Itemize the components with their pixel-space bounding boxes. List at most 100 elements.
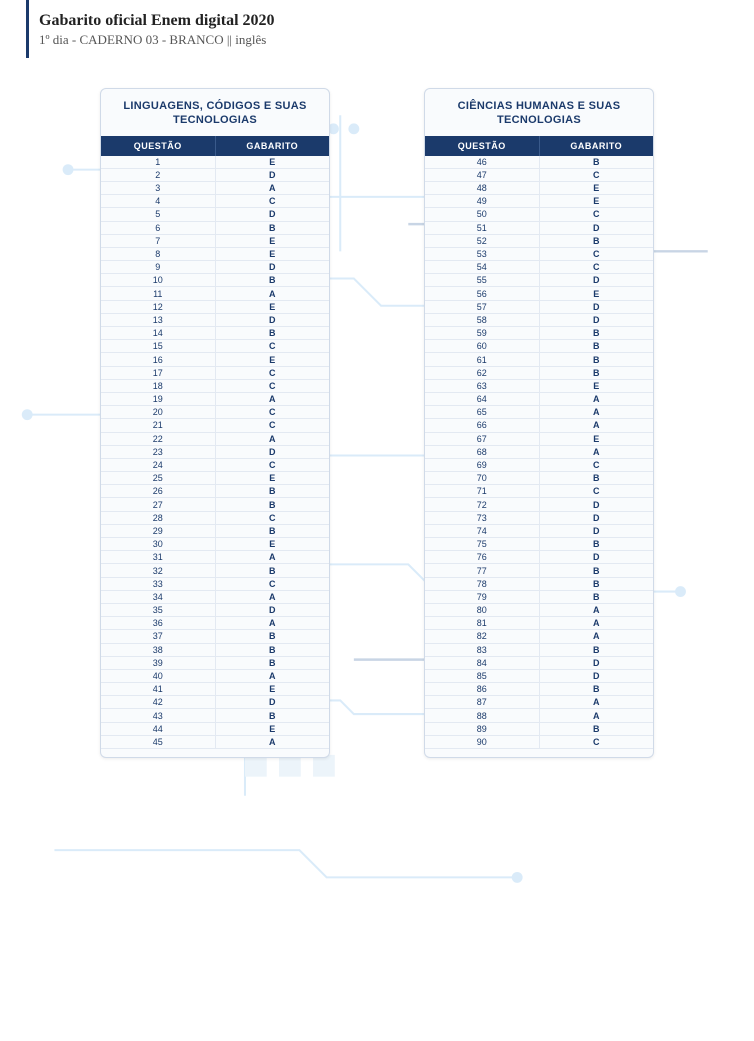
table-row: 84D — [425, 657, 653, 670]
question-cell: 59 — [425, 327, 540, 339]
answer-cell: C — [216, 340, 330, 352]
question-cell: 20 — [101, 406, 216, 418]
table-row: 5D — [101, 208, 329, 221]
answer-cell: C — [540, 248, 654, 260]
table-row: 35D — [101, 604, 329, 617]
question-cell: 28 — [101, 512, 216, 524]
table-row: 21C — [101, 419, 329, 432]
answer-cell: B — [540, 564, 654, 576]
answer-cell: A — [216, 551, 330, 563]
panel-ciencias-humanas: CIÊNCIAS HUMANAS E SUAS TECNOLOGIAS QUES… — [424, 88, 654, 758]
answer-cell: D — [216, 208, 330, 220]
table-row: 16E — [101, 353, 329, 366]
question-cell: 33 — [101, 578, 216, 590]
question-cell: 30 — [101, 538, 216, 550]
answer-cell: B — [216, 485, 330, 497]
table-row: 19A — [101, 393, 329, 406]
answer-cell: E — [540, 195, 654, 207]
question-cell: 1 — [101, 156, 216, 168]
question-cell: 60 — [425, 340, 540, 352]
table-row: 9D — [101, 261, 329, 274]
answer-cell: E — [216, 538, 330, 550]
answer-cell: B — [216, 498, 330, 510]
table-row: 41E — [101, 683, 329, 696]
table-row: 90C — [425, 736, 653, 749]
table-row: 18C — [101, 380, 329, 393]
question-cell: 79 — [425, 591, 540, 603]
answer-cell: C — [540, 736, 654, 748]
answer-cell: B — [540, 235, 654, 247]
answer-cell: A — [216, 670, 330, 682]
question-cell: 68 — [425, 446, 540, 458]
answer-cell: D — [216, 169, 330, 181]
table-row: 86B — [425, 683, 653, 696]
table-row: 13D — [101, 314, 329, 327]
question-cell: 87 — [425, 696, 540, 708]
question-cell: 49 — [425, 195, 540, 207]
table-row: 31A — [101, 551, 329, 564]
answer-cell: C — [540, 169, 654, 181]
table-row: 85D — [425, 670, 653, 683]
table-row: 10B — [101, 274, 329, 287]
question-cell: 7 — [101, 235, 216, 247]
question-cell: 61 — [425, 353, 540, 365]
answer-cell: D — [540, 670, 654, 682]
question-cell: 4 — [101, 195, 216, 207]
col-question: QUESTÃO — [101, 136, 216, 156]
answer-cell: E — [540, 182, 654, 194]
answer-cell: C — [216, 512, 330, 524]
question-cell: 32 — [101, 564, 216, 576]
answer-cell: B — [540, 340, 654, 352]
table-row: 51D — [425, 222, 653, 235]
table-row: 47C — [425, 169, 653, 182]
answer-cell: B — [216, 644, 330, 656]
answer-cell: C — [216, 406, 330, 418]
answer-cell: C — [540, 208, 654, 220]
table-row: 80A — [425, 604, 653, 617]
answer-cell: D — [216, 604, 330, 616]
question-cell: 52 — [425, 235, 540, 247]
question-cell: 85 — [425, 670, 540, 682]
table-row: 25E — [101, 472, 329, 485]
table-row: 55D — [425, 274, 653, 287]
answer-cell: B — [540, 327, 654, 339]
question-cell: 78 — [425, 578, 540, 590]
question-cell: 25 — [101, 472, 216, 484]
question-cell: 67 — [425, 433, 540, 445]
table-row: 49E — [425, 195, 653, 208]
table-row: 77B — [425, 564, 653, 577]
question-cell: 17 — [101, 367, 216, 379]
answer-cell: A — [216, 617, 330, 629]
answer-cell: C — [540, 459, 654, 471]
table-row: 63E — [425, 380, 653, 393]
table-row: 32B — [101, 564, 329, 577]
table-row: 89B — [425, 723, 653, 736]
question-cell: 90 — [425, 736, 540, 748]
table-row: 37B — [101, 630, 329, 643]
answer-cell: B — [540, 156, 654, 168]
answer-cell: A — [216, 287, 330, 299]
answer-cell: B — [216, 274, 330, 286]
table-row: 48E — [425, 182, 653, 195]
table-row: 59B — [425, 327, 653, 340]
answer-cell: E — [540, 287, 654, 299]
table-row: 56E — [425, 287, 653, 300]
question-cell: 72 — [425, 498, 540, 510]
answer-cell: B — [216, 657, 330, 669]
answer-cell: D — [540, 498, 654, 510]
question-cell: 8 — [101, 248, 216, 260]
table-row: 29B — [101, 525, 329, 538]
table-row: 30E — [101, 538, 329, 551]
rows-container-1: 46B47C48E49E50C51D52B53C54C55D56E57D58D5… — [425, 156, 653, 749]
answer-cell: C — [216, 195, 330, 207]
question-cell: 45 — [101, 736, 216, 748]
question-cell: 73 — [425, 512, 540, 524]
answer-cell: E — [540, 380, 654, 392]
question-cell: 70 — [425, 472, 540, 484]
table-row: 39B — [101, 657, 329, 670]
table-row: 15C — [101, 340, 329, 353]
table-row: 58D — [425, 314, 653, 327]
table-row: 4C — [101, 195, 329, 208]
table-row: 24C — [101, 459, 329, 472]
answer-cell: B — [540, 683, 654, 695]
